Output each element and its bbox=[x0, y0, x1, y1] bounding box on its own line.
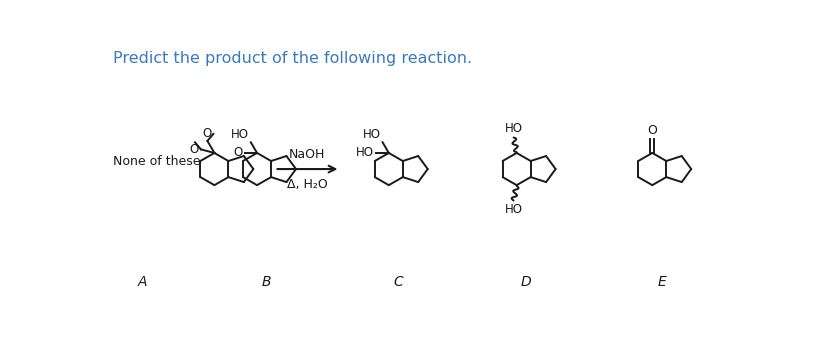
Text: HO: HO bbox=[504, 203, 522, 216]
Text: O: O bbox=[202, 127, 211, 140]
Text: E: E bbox=[657, 275, 666, 289]
Text: B: B bbox=[262, 275, 271, 289]
Text: O: O bbox=[233, 146, 242, 160]
Text: Predict the product of the following reaction.: Predict the product of the following rea… bbox=[113, 51, 473, 66]
Text: None of these: None of these bbox=[113, 155, 201, 168]
Text: HO: HO bbox=[231, 128, 250, 141]
Text: O: O bbox=[647, 124, 657, 137]
Text: D: D bbox=[521, 275, 532, 289]
Text: O: O bbox=[190, 143, 199, 156]
Text: NaOH: NaOH bbox=[290, 148, 325, 161]
Text: A: A bbox=[138, 275, 147, 289]
Text: C: C bbox=[394, 275, 404, 289]
Text: HO: HO bbox=[504, 122, 522, 135]
Text: HO: HO bbox=[356, 146, 374, 160]
Text: Δ, H₂O: Δ, H₂O bbox=[287, 177, 328, 190]
Text: HO: HO bbox=[363, 128, 381, 141]
